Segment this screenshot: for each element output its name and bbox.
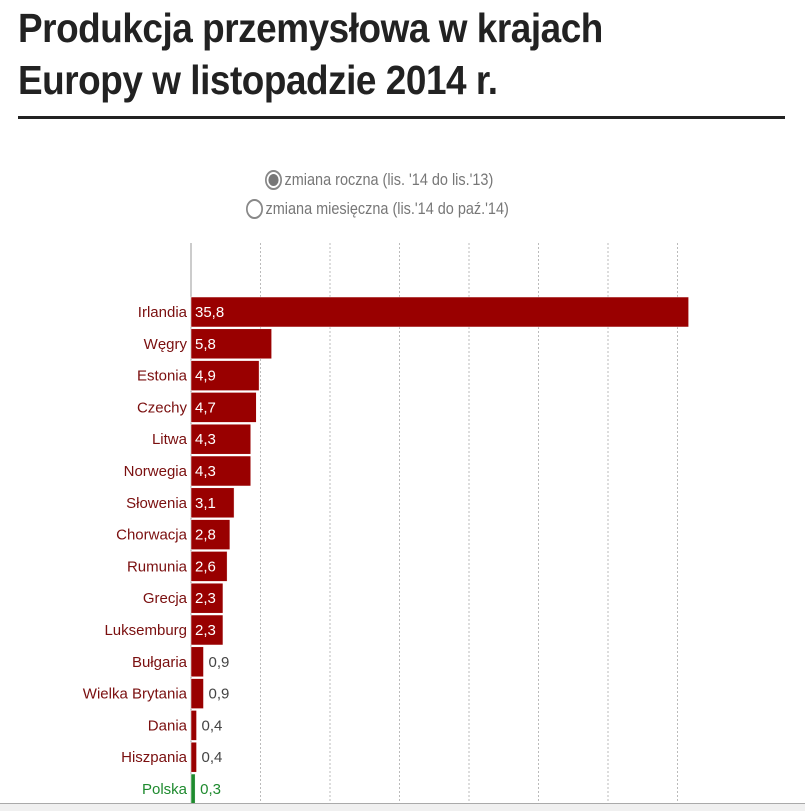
category-label: Litwa bbox=[152, 431, 188, 448]
bar-Hiszpania bbox=[190, 741, 197, 773]
category-label: Chorwacja bbox=[116, 527, 188, 544]
title-line-2: Europy w listopadzie 2014 r. bbox=[18, 57, 498, 103]
value-label: 2,6 bbox=[195, 558, 216, 575]
category-label: Rumunia bbox=[127, 558, 188, 575]
category-label: Estonia bbox=[137, 368, 188, 385]
value-label: 4,3 bbox=[195, 431, 216, 448]
category-label: Hiszpania bbox=[121, 749, 188, 766]
category-label: Dania bbox=[148, 717, 188, 734]
bar-Estonia bbox=[190, 360, 260, 391]
bar-Norwegia bbox=[190, 455, 252, 487]
category-label: Czechy bbox=[137, 399, 188, 416]
value-label: 2,8 bbox=[195, 527, 216, 544]
value-label: 0,4 bbox=[202, 717, 223, 734]
value-label: 0,3 bbox=[200, 781, 221, 798]
category-label: Słowenia bbox=[126, 495, 188, 512]
bar-Grecja bbox=[190, 582, 224, 614]
value-label: 0,9 bbox=[209, 686, 230, 703]
bar-Węgry bbox=[190, 328, 272, 360]
value-label: 5,8 bbox=[195, 336, 216, 353]
value-label: 4,9 bbox=[195, 368, 216, 385]
value-label: 2,3 bbox=[195, 590, 216, 607]
bar-Wielka Brytania bbox=[190, 678, 204, 709]
bar-Dania bbox=[190, 710, 197, 741]
category-label: Grecja bbox=[143, 590, 188, 607]
page-title: Produkcja przemysłowa w krajach Europy w… bbox=[18, 2, 708, 106]
bar-Rumunia bbox=[190, 551, 228, 582]
title-line-1: Produkcja przemysłowa w krajach bbox=[18, 5, 603, 51]
bar-Czechy bbox=[190, 392, 257, 423]
bar-Luksemburg bbox=[190, 614, 224, 646]
category-label: Wielka Brytania bbox=[83, 686, 188, 703]
radio-selected-icon[interactable] bbox=[265, 170, 282, 190]
bar-Litwa bbox=[190, 423, 252, 455]
scroll-area-bottom bbox=[0, 803, 805, 811]
option-annual-change[interactable]: zmiana roczna (lis. '14 do lis.'13) bbox=[265, 170, 493, 190]
category-label: Irlandia bbox=[138, 304, 188, 321]
value-label: 2,3 bbox=[195, 622, 216, 639]
value-label: 3,1 bbox=[195, 495, 216, 512]
value-label: 0,4 bbox=[202, 749, 223, 766]
bar-Bułgaria bbox=[190, 646, 204, 678]
category-label: Węgry bbox=[144, 336, 188, 353]
bar-Chorwacja bbox=[190, 519, 231, 550]
value-label: 4,7 bbox=[195, 399, 216, 416]
value-label: 0,9 bbox=[209, 654, 230, 671]
option-label: zmiana miesięczna (lis.'14 do paź.'14) bbox=[265, 199, 509, 218]
bar-Słowenia bbox=[190, 487, 235, 519]
title-divider bbox=[18, 116, 785, 119]
category-label: Luksemburg bbox=[104, 622, 187, 639]
option-monthly-change[interactable]: zmiana miesięczna (lis.'14 do paź.'14) bbox=[246, 199, 509, 219]
category-label: Norwegia bbox=[124, 463, 188, 480]
category-label: Bułgaria bbox=[132, 654, 188, 671]
value-label: 35,8 bbox=[195, 304, 224, 321]
radio-unselected-icon[interactable] bbox=[246, 199, 263, 219]
value-label: 4,3 bbox=[195, 463, 216, 480]
bar-Irlandia bbox=[190, 296, 689, 328]
bar-Polska bbox=[190, 773, 196, 805]
option-label: zmiana roczna (lis. '14 do lis.'13) bbox=[284, 170, 494, 189]
category-label: Polska bbox=[142, 781, 188, 798]
